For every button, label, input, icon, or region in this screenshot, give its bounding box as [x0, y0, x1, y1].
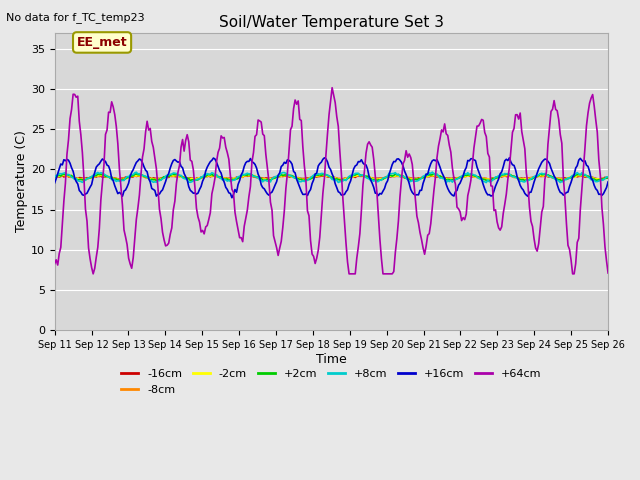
Title: Soil/Water Temperature Set 3: Soil/Water Temperature Set 3 [219, 15, 444, 30]
Legend: -16cm, -8cm, -2cm, +2cm, +8cm, +16cm, +64cm: -16cm, -8cm, -2cm, +2cm, +8cm, +16cm, +6… [117, 364, 546, 399]
X-axis label: Time: Time [316, 353, 347, 366]
Text: EE_met: EE_met [77, 36, 127, 49]
Text: No data for f_TC_temp23: No data for f_TC_temp23 [6, 12, 145, 23]
Y-axis label: Temperature (C): Temperature (C) [15, 131, 28, 232]
